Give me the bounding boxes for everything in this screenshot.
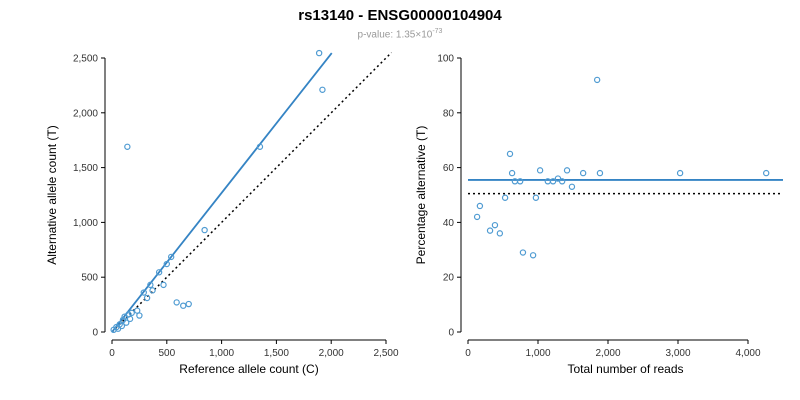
data-point bbox=[596, 170, 604, 177]
data-point bbox=[486, 227, 494, 235]
data-point bbox=[496, 230, 504, 237]
data-point bbox=[118, 323, 126, 330]
y-tick-label: 2,000 bbox=[73, 109, 98, 120]
x-tick-label: 2,000 bbox=[319, 348, 344, 359]
x-axis-label: Total number of reads bbox=[567, 362, 683, 376]
y-axis-label: Alternative allele count (T) bbox=[45, 126, 59, 265]
data-point bbox=[491, 222, 499, 229]
data-point bbox=[315, 50, 323, 57]
y-tick-label: 1,000 bbox=[73, 218, 98, 229]
pvalue-subtitle: p-value: 1.35×10-73 bbox=[0, 25, 800, 41]
percentage-reads-scatter-chart: 0 1,000 2,000 3,000 4,000 0 20 40 60 80 100 Total n… bbox=[414, 54, 783, 376]
data-point bbox=[167, 254, 175, 261]
pvalue-exponent: -73 bbox=[432, 28, 443, 35]
x-tick-label: 0 bbox=[465, 348, 471, 359]
y-tick-label: 40 bbox=[443, 218, 455, 229]
y-tick-label: 100 bbox=[437, 54, 454, 65]
data-point bbox=[508, 170, 516, 177]
data-point bbox=[163, 261, 170, 268]
y-tick-label: 2,500 bbox=[73, 54, 98, 65]
data-point bbox=[532, 194, 540, 202]
y-tick-label: 0 bbox=[92, 328, 98, 339]
data-point bbox=[256, 143, 264, 151]
data-point bbox=[128, 309, 135, 317]
data-point bbox=[563, 167, 571, 174]
data-point bbox=[143, 295, 151, 302]
data-point bbox=[476, 203, 484, 210]
data-point bbox=[123, 319, 130, 327]
x-tick-label: 1,000 bbox=[209, 348, 234, 359]
data-point bbox=[319, 86, 326, 94]
data-point bbox=[140, 289, 147, 297]
y-tick-label: 0 bbox=[448, 328, 454, 339]
data-point bbox=[136, 312, 143, 320]
data-point bbox=[579, 170, 587, 177]
data-point bbox=[173, 299, 180, 306]
pvalue-prefix: p-value: bbox=[357, 29, 396, 41]
data-point bbox=[593, 77, 601, 84]
data-point bbox=[160, 282, 167, 289]
data-point bbox=[149, 287, 156, 294]
x-tick-label: 3,000 bbox=[665, 348, 690, 359]
pvalue-base: 1.35×10 bbox=[395, 29, 433, 41]
data-point bbox=[185, 301, 192, 308]
x-tick-label: 2,000 bbox=[595, 348, 620, 359]
y-tick-label: 500 bbox=[81, 273, 98, 284]
x-tick-label: 0 bbox=[109, 348, 115, 359]
y-tick-label: 80 bbox=[443, 109, 455, 120]
charts-row: 0 500 1,000 1,500 2,000 2,500 0 500 1,000 1,500 2,… bbox=[0, 47, 800, 397]
page-title: rs13140 - ENSG00000104904 bbox=[298, 7, 502, 24]
data-point bbox=[763, 170, 770, 177]
y-axis-label: Percentage alternative (T) bbox=[414, 126, 428, 265]
x-axis-label: Reference allele count (C) bbox=[179, 362, 318, 376]
data-point bbox=[124, 143, 131, 151]
x-tick-label: 2,500 bbox=[373, 348, 398, 359]
data-point bbox=[568, 183, 576, 191]
x-tick-label: 4,000 bbox=[735, 348, 760, 359]
x-tick-label: 500 bbox=[158, 348, 175, 359]
regression-line bbox=[111, 52, 333, 333]
data-point bbox=[473, 214, 481, 221]
y-tick-label: 1,500 bbox=[73, 163, 98, 174]
data-point bbox=[155, 269, 163, 276]
data-point bbox=[126, 315, 134, 323]
data-point bbox=[501, 194, 509, 202]
data-point bbox=[529, 252, 537, 259]
data-point bbox=[516, 178, 524, 185]
data-point bbox=[180, 302, 187, 310]
data-point bbox=[536, 167, 544, 174]
data-point bbox=[147, 282, 154, 289]
data-point bbox=[519, 249, 527, 257]
data-point bbox=[676, 170, 684, 177]
data-point bbox=[506, 151, 514, 158]
identity-line bbox=[111, 52, 393, 333]
data-point bbox=[134, 307, 141, 315]
data-point bbox=[549, 178, 557, 185]
data-point bbox=[201, 227, 208, 234]
data-point bbox=[558, 178, 566, 185]
chart-header: rs13140 - ENSG00000104904 p-value: 1.35×… bbox=[0, 0, 800, 41]
allele-count-scatter-chart: 0 500 1,000 1,500 2,000 2,500 0 500 1,000 1,500 2,… bbox=[45, 50, 399, 376]
x-tick-label: 1,500 bbox=[264, 348, 289, 359]
y-tick-label: 20 bbox=[443, 273, 455, 284]
y-tick-label: 60 bbox=[443, 163, 455, 174]
x-tick-label: 1,000 bbox=[525, 348, 550, 359]
